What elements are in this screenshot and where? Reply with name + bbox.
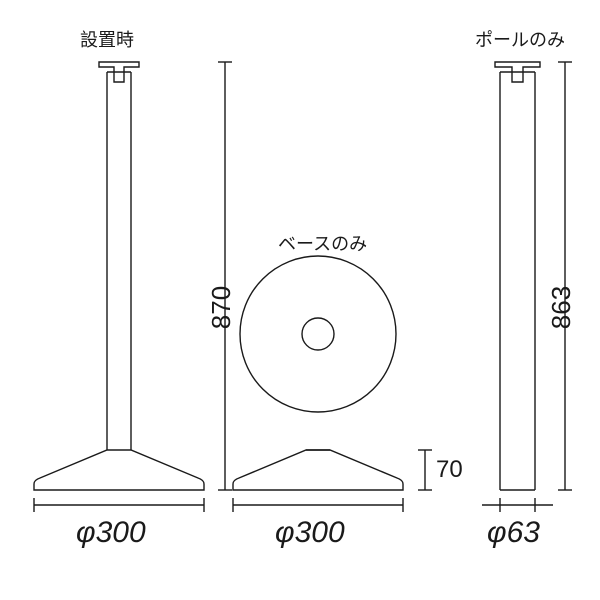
dim-height-pole: 863 <box>546 286 577 329</box>
base-only-title: ベースのみ <box>278 230 367 256</box>
dim-height-base: 70 <box>436 456 463 484</box>
dim-diameter-center: φ300 <box>275 516 345 550</box>
pole-only-title: ポールのみ <box>475 26 565 52</box>
installed-title: 設置時 <box>80 26 134 52</box>
dim-diameter-right: φ63 <box>487 516 540 550</box>
dim-diameter-left: φ300 <box>76 516 146 550</box>
dim-height-installed: 870 <box>206 286 237 329</box>
